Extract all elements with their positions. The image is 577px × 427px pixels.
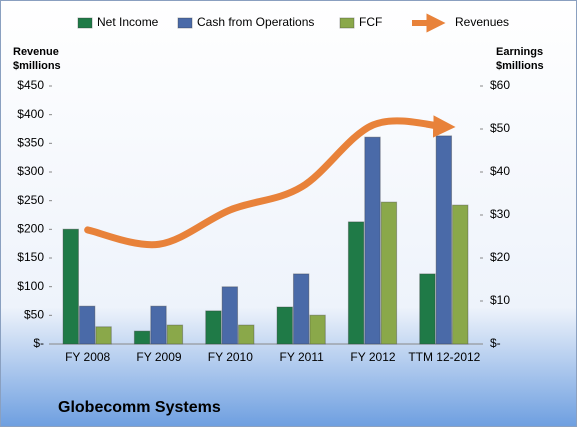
bar bbox=[221, 286, 239, 345]
y2-axis-title: Earnings bbox=[496, 46, 543, 58]
y-axis-title: Revenue bbox=[13, 46, 59, 58]
legend-label: Cash from Operations bbox=[197, 15, 314, 29]
y-tick-label: $50 bbox=[24, 308, 44, 322]
bar bbox=[309, 314, 326, 345]
bar bbox=[364, 136, 381, 345]
bar bbox=[78, 305, 96, 345]
chart-title: Globecomm Systems bbox=[58, 399, 221, 416]
bar bbox=[347, 221, 365, 345]
bar bbox=[276, 306, 293, 345]
legend-label: Revenues bbox=[455, 15, 509, 29]
y2-tick-label: $20 bbox=[490, 250, 510, 264]
y-tick-label: $400 bbox=[17, 107, 44, 121]
bar bbox=[95, 326, 112, 345]
legend-swatch bbox=[77, 17, 93, 29]
legend-label: FCF bbox=[359, 15, 382, 29]
x-tick-label: FY 2010 bbox=[208, 350, 253, 364]
bar bbox=[166, 324, 184, 345]
y-tick-label: $- bbox=[33, 336, 44, 350]
y2-tick-label: $30 bbox=[490, 207, 510, 221]
y-tick-label: $350 bbox=[17, 136, 44, 150]
bar bbox=[205, 310, 222, 345]
y-tick-label: $250 bbox=[17, 193, 44, 207]
bar bbox=[435, 135, 453, 345]
y-axis-title: $millions bbox=[13, 60, 61, 72]
y-tick-label: $450 bbox=[17, 78, 44, 92]
y-tick-label: $150 bbox=[17, 250, 44, 264]
legend-swatch bbox=[177, 17, 193, 29]
bar bbox=[62, 228, 79, 345]
x-tick-label: FY 2008 bbox=[65, 350, 110, 364]
bar bbox=[133, 330, 151, 345]
y-tick-label: $200 bbox=[17, 222, 44, 236]
bar bbox=[380, 201, 398, 345]
y2-tick-label: $10 bbox=[490, 293, 510, 307]
y2-tick-label: $40 bbox=[490, 164, 510, 178]
x-tick-label: FY 2009 bbox=[136, 350, 181, 364]
bar bbox=[150, 305, 167, 345]
bar bbox=[419, 273, 436, 345]
x-tick-label: FY 2012 bbox=[350, 350, 395, 364]
x-tick-label: FY 2011 bbox=[280, 350, 325, 364]
bar bbox=[238, 324, 255, 345]
line bbox=[84, 115, 456, 249]
y2-axis-title: $millions bbox=[496, 60, 544, 72]
y2-tick-label: $50 bbox=[490, 121, 510, 135]
legend-swatch bbox=[339, 17, 355, 29]
y2-tick-label: $- bbox=[490, 336, 501, 350]
y-tick-label: $100 bbox=[17, 279, 44, 293]
bar bbox=[452, 204, 469, 345]
legend-label: Net Income bbox=[97, 15, 159, 29]
bar bbox=[292, 273, 310, 345]
x-tick-label: TTM 12-2012 bbox=[408, 350, 480, 364]
y-tick-label: $300 bbox=[17, 164, 44, 178]
y2-tick-label: $60 bbox=[490, 78, 510, 92]
